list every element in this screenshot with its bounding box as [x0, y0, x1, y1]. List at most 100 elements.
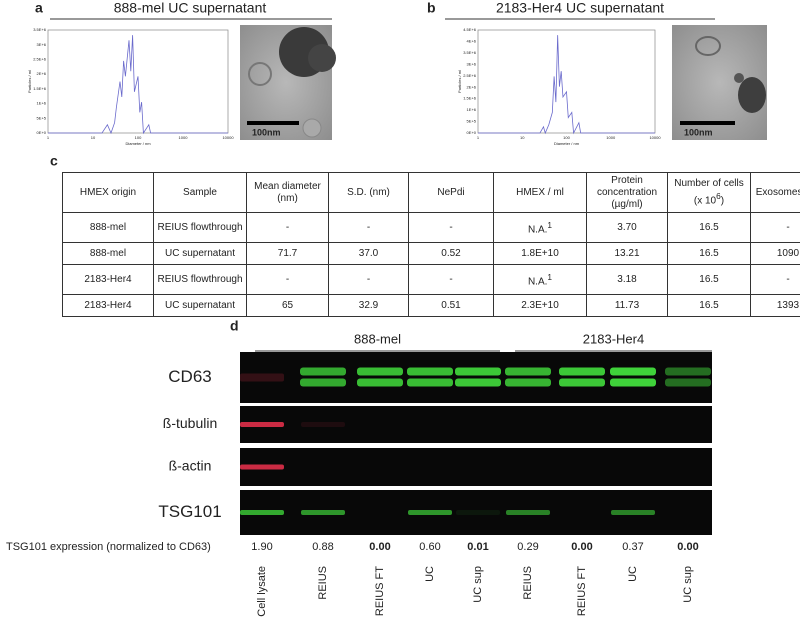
blot-label: ß-actin	[169, 458, 212, 474]
band	[665, 367, 711, 376]
blot-label: ß-tubulin	[163, 415, 217, 431]
x-tick-label: 1	[47, 135, 50, 140]
band	[559, 367, 605, 376]
table-cell: Mean diameter (nm)	[246, 172, 329, 213]
table-cell: 13.21	[586, 242, 668, 265]
table-cell: 16.5	[667, 242, 751, 265]
blot-label: TSG101	[158, 502, 221, 521]
lane-label: REIUS	[317, 566, 329, 600]
expression-value: 1.90	[251, 541, 272, 553]
band	[505, 367, 551, 376]
table-cell: REIUS flowthrough	[153, 264, 247, 295]
blot-panel	[240, 352, 712, 403]
band	[610, 367, 656, 376]
table-cell: -	[328, 264, 409, 295]
table-cell: 2.3E+10	[493, 294, 587, 317]
band	[407, 367, 453, 376]
band	[559, 378, 605, 387]
expression-value: 0.00	[369, 541, 390, 553]
y-axis-title: Particles / ml	[457, 70, 462, 93]
tem-image: 100nm	[672, 25, 767, 140]
expression-value: 0.37	[622, 541, 643, 553]
table-cell: 65	[246, 294, 329, 317]
group-label: 2183-Her4	[583, 331, 644, 346]
table-cell: 71.7	[246, 242, 329, 265]
band	[300, 367, 346, 376]
table-cell: Number of cells (x 106)	[667, 172, 751, 213]
table-cell: 16.5	[667, 212, 751, 243]
table-cell: 1.8E+10	[493, 242, 587, 265]
y-tick-label: 3E+6	[467, 61, 477, 66]
y-tick-label: 1.5E+6	[463, 96, 477, 101]
blot-panel	[240, 448, 712, 486]
summary-table: HMEX origin Sample Mean diameter (nm) S.D. …	[62, 172, 800, 317]
table-cell: 3.18	[586, 264, 668, 295]
y-tick-label: 3.5E+6	[33, 27, 47, 32]
scale-bar-label: 100nm	[252, 127, 281, 137]
band	[408, 510, 452, 515]
table-cell: 16.5	[667, 264, 751, 295]
band	[455, 367, 501, 376]
panel-label: d	[230, 318, 239, 334]
lane-label: UC sup	[682, 566, 694, 603]
table-cell: 2183-Her4	[62, 294, 154, 317]
table-cell: NePdi	[408, 172, 494, 213]
y-tick-label: 1E+6	[467, 107, 477, 112]
table-cell: Sample	[153, 172, 247, 213]
group-label: 888-mel	[354, 331, 401, 346]
band	[240, 464, 284, 470]
table-cell: -	[750, 264, 800, 295]
table-cell: S.D. (nm)	[328, 172, 409, 213]
scale-bar-label: 100nm	[684, 127, 713, 137]
cell-text: 6	[716, 190, 721, 201]
cell-text: Number of cells (x 10	[674, 177, 744, 207]
y-tick-label: 2.5E+6	[33, 56, 47, 61]
y-tick-label: 4.5E+6	[463, 27, 477, 32]
table-cell: REIUS flowthrough	[153, 212, 247, 243]
western-blot: 888-mel 2183-Her4 CD63 ß-tubulin ß-actin TSG1…	[6, 331, 712, 617]
band	[665, 378, 711, 387]
expression-value: 0.29	[517, 541, 538, 553]
x-axis-title: Diameter / nm	[554, 141, 580, 146]
size-distribution-plot: 0E+0 5E+5 1E+6 1.5E+6 2E+6 2.5E+6 3E+6 3.5E+6 4E…	[457, 27, 661, 146]
lane-label: UC sup	[472, 566, 484, 603]
y-tick-label: 2E+6	[467, 84, 477, 89]
lane-label: REIUS	[522, 566, 534, 600]
band	[455, 378, 501, 387]
y-tick-label: 4E+6	[467, 39, 477, 44]
table-cell: N.A.1	[493, 264, 587, 295]
y-tick-label: 0E+0	[467, 130, 477, 135]
table-cell: Exosomes/cell	[750, 172, 800, 213]
lane-label: UC	[424, 566, 436, 582]
y-tick-label: 5E+5	[37, 115, 47, 120]
table-cell: 11.73	[586, 294, 668, 317]
x-tick-label: 1	[477, 135, 480, 140]
x-tick-label: 10	[520, 135, 525, 140]
band	[505, 378, 551, 387]
band	[357, 367, 403, 376]
band	[357, 378, 403, 387]
panel-label: b	[427, 0, 436, 16]
distribution-curve	[48, 35, 228, 135]
band	[611, 510, 655, 515]
plot-frame	[477, 29, 656, 134]
band	[301, 422, 345, 427]
lane-label: Cell lysate	[256, 566, 268, 617]
table-cell: 16.5	[667, 294, 751, 317]
y-axis-title: Particles / ml	[27, 70, 32, 93]
table-cell: -	[246, 264, 329, 295]
x-axis-title: Diameter / nm	[125, 141, 151, 146]
y-tick-label: 5E+5	[467, 119, 477, 124]
y-tick-label: 2.5E+6	[463, 73, 477, 78]
size-distribution-plot: 0E+0 5E+5 1E+6 1.5E+6 2E+6 2.5E+6 3E+6 3.5E+6 1 1…	[27, 27, 234, 146]
cell-text: 1	[547, 219, 553, 230]
y-tick-label: 2E+6	[37, 71, 47, 76]
x-tick-label: 100	[135, 135, 142, 140]
table-cell: 1090	[750, 242, 800, 265]
tem-image: 100nm	[240, 25, 336, 140]
expression-value: 0.00	[677, 541, 698, 553]
expression-value: 0.60	[419, 541, 440, 553]
band	[240, 510, 284, 515]
x-tick-label: 1000	[179, 135, 189, 140]
